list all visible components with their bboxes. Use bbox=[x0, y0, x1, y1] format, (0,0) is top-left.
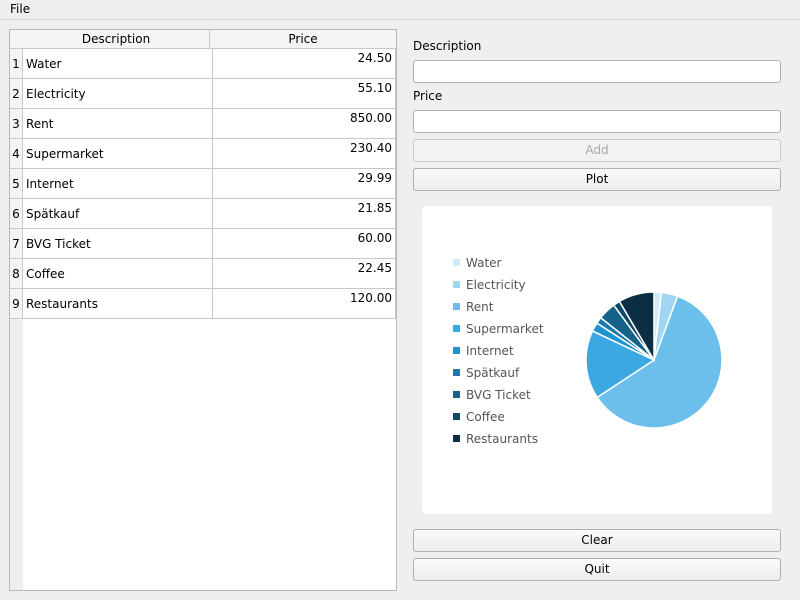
cell-price[interactable]: 850.00 bbox=[210, 109, 396, 139]
cell-price[interactable]: 55.10 bbox=[210, 79, 396, 109]
cell-price[interactable]: 24.50 bbox=[210, 49, 396, 79]
legend-marker bbox=[453, 325, 460, 332]
legend-label: Coffee bbox=[466, 410, 505, 424]
table-row[interactable]: 5 Internet 29.99 bbox=[10, 169, 396, 199]
row-number[interactable]: 8 bbox=[10, 259, 23, 289]
legend-label: Electricity bbox=[466, 278, 526, 292]
corner-button[interactable] bbox=[10, 30, 23, 49]
cell-price[interactable]: 29.99 bbox=[210, 169, 396, 199]
pie-slice-restaurants bbox=[618, 291, 655, 363]
legend-label: Spätkauf bbox=[466, 366, 520, 380]
add-button[interactable]: Add bbox=[413, 139, 781, 162]
cell-description[interactable]: Restaurants bbox=[23, 289, 213, 319]
row-number[interactable]: 3 bbox=[10, 109, 23, 139]
legend-label: Rent bbox=[466, 300, 494, 314]
table-row[interactable]: 2 Electricity 55.10 bbox=[10, 79, 396, 109]
clear-button[interactable]: Clear bbox=[413, 529, 781, 552]
price-label: Price bbox=[413, 89, 443, 103]
legend-item: Supermarket bbox=[453, 322, 544, 344]
cell-price[interactable]: 60.00 bbox=[210, 229, 396, 259]
pie-chart: Water Electricity Rent Supermarket Internet S… bbox=[422, 206, 772, 514]
table-row[interactable]: 3 Rent 850.00 bbox=[10, 109, 396, 139]
cell-description[interactable]: Water bbox=[23, 49, 213, 79]
table-row[interactable]: 1 Water 24.50 bbox=[10, 49, 396, 79]
table-row[interactable]: 8 Coffee 22.45 bbox=[10, 259, 396, 289]
row-number[interactable]: 4 bbox=[10, 139, 23, 169]
legend-marker bbox=[453, 347, 460, 354]
description-label: Description bbox=[413, 39, 482, 53]
pie-slice-rent bbox=[596, 295, 723, 429]
legend-label: BVG Ticket bbox=[466, 388, 531, 402]
legend-item: Spätkauf bbox=[453, 366, 519, 388]
row-number[interactable]: 7 bbox=[10, 229, 23, 259]
pie-svg bbox=[585, 291, 723, 429]
cell-description[interactable]: Supermarket bbox=[23, 139, 213, 169]
cell-price[interactable]: 120.00 bbox=[210, 289, 396, 319]
plot-button[interactable]: Plot bbox=[413, 168, 781, 191]
column-header-price[interactable]: Price bbox=[210, 30, 396, 49]
legend-item: BVG Ticket bbox=[453, 388, 531, 410]
cell-description[interactable]: Electricity bbox=[23, 79, 213, 109]
pie-slice-supermarket bbox=[585, 329, 656, 399]
legend-marker bbox=[453, 281, 460, 288]
legend-marker bbox=[453, 369, 460, 376]
cell-description[interactable]: BVG Ticket bbox=[23, 229, 213, 259]
price-input[interactable] bbox=[413, 110, 781, 133]
cell-price[interactable]: 21.85 bbox=[210, 199, 396, 229]
legend-item: Coffee bbox=[453, 410, 505, 432]
legend-item: Electricity bbox=[453, 278, 526, 300]
legend-label: Internet bbox=[466, 344, 514, 358]
table-row[interactable]: 4 Supermarket 230.40 bbox=[10, 139, 396, 169]
menu-bar: File bbox=[0, 0, 800, 20]
legend-marker bbox=[453, 413, 460, 420]
legend-marker bbox=[453, 435, 460, 442]
legend-label: Water bbox=[466, 256, 502, 270]
row-number[interactable]: 2 bbox=[10, 79, 23, 109]
cell-price[interactable]: 22.45 bbox=[210, 259, 396, 289]
legend-item: Rent bbox=[453, 300, 494, 322]
legend-marker bbox=[453, 303, 460, 310]
legend-item: Restaurants bbox=[453, 432, 538, 454]
row-number[interactable]: 1 bbox=[10, 49, 23, 79]
table-row[interactable]: 6 Spätkauf 21.85 bbox=[10, 199, 396, 229]
table-row[interactable]: 7 BVG Ticket 60.00 bbox=[10, 229, 396, 259]
column-header-description[interactable]: Description bbox=[23, 30, 210, 49]
cell-description[interactable]: Coffee bbox=[23, 259, 213, 289]
menu-file[interactable]: File bbox=[10, 2, 31, 16]
legend-marker bbox=[453, 259, 460, 266]
legend-item: Water bbox=[453, 256, 501, 278]
row-number[interactable]: 5 bbox=[10, 169, 23, 199]
row-number[interactable]: 6 bbox=[10, 199, 23, 229]
cell-description[interactable]: Internet bbox=[23, 169, 213, 199]
cell-price[interactable]: 230.40 bbox=[210, 139, 396, 169]
cell-description[interactable]: Rent bbox=[23, 109, 213, 139]
legend-item: Internet bbox=[453, 344, 514, 366]
legend-label: Restaurants bbox=[466, 432, 538, 446]
table-row[interactable]: 9 Restaurants 120.00 bbox=[10, 289, 396, 319]
legend-label: Supermarket bbox=[466, 322, 544, 336]
cell-description[interactable]: Spätkauf bbox=[23, 199, 213, 229]
description-input[interactable] bbox=[413, 60, 781, 83]
legend-marker bbox=[453, 391, 460, 398]
expenses-table[interactable]: Description Price 1 Water 24.50 2 Electri… bbox=[9, 29, 397, 591]
row-number[interactable]: 9 bbox=[10, 289, 23, 319]
quit-button[interactable]: Quit bbox=[413, 558, 781, 581]
